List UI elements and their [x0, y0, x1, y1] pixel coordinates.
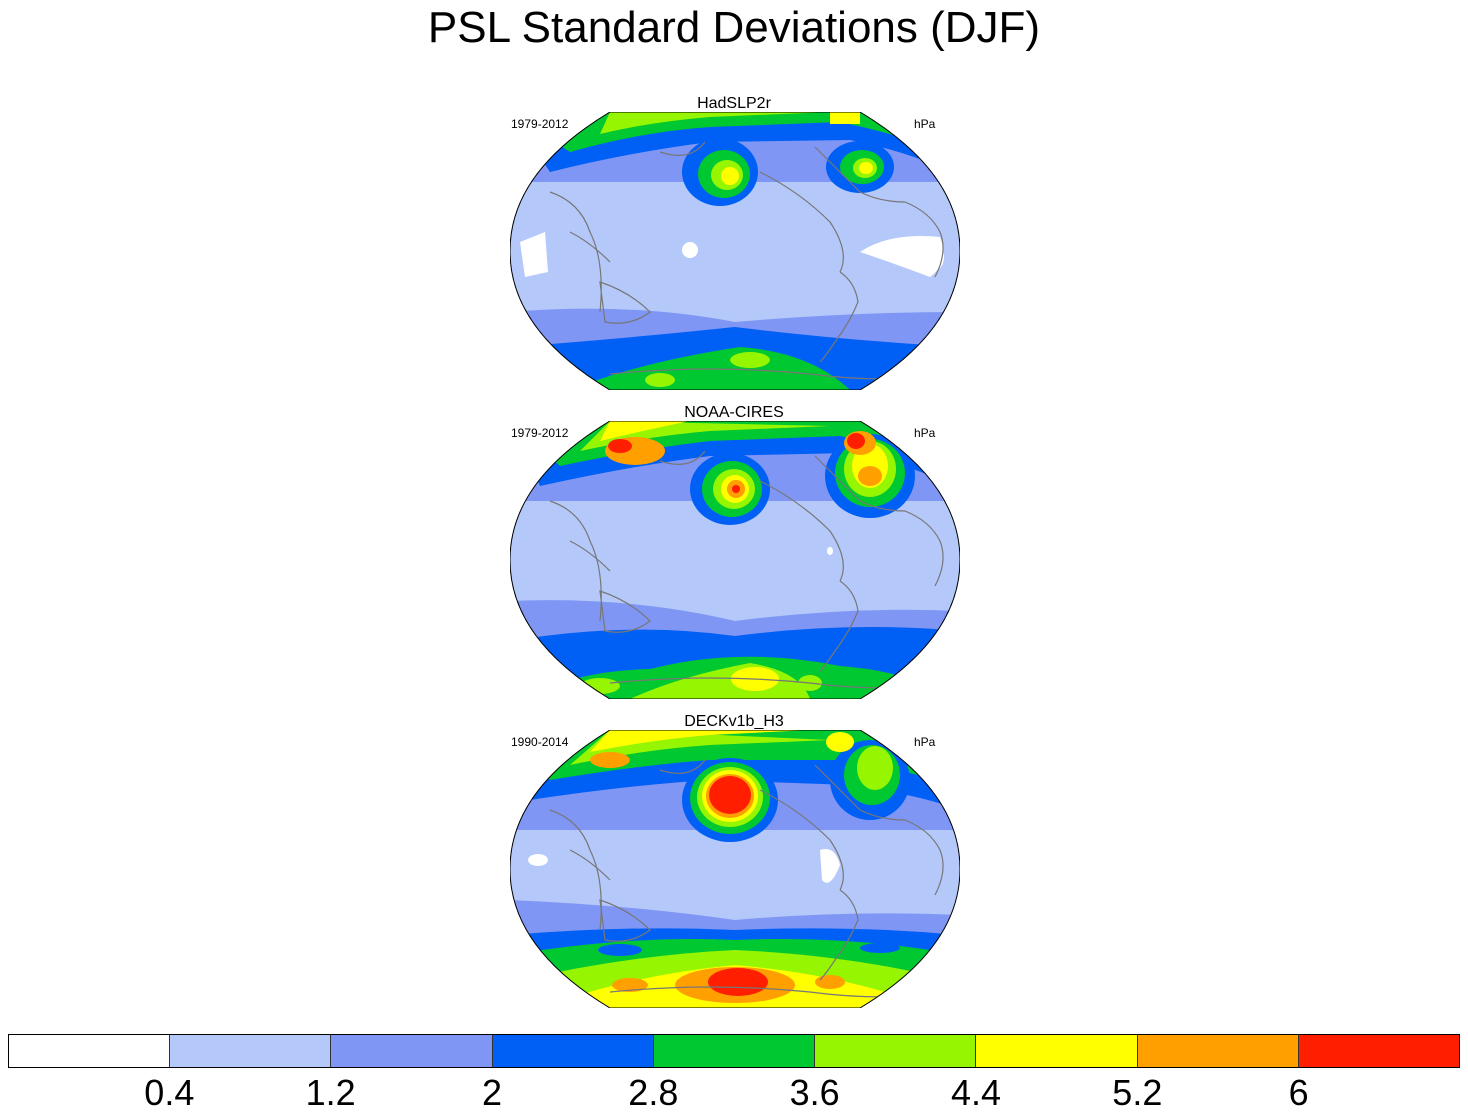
- colorbar-box-3: [492, 1035, 654, 1067]
- map-panel-deckv1b-h3: DECKv1b_H3 1990-2014 hPa: [500, 713, 968, 1013]
- colorbar-box-1: [170, 1035, 332, 1067]
- panel-units: hPa: [914, 735, 936, 749]
- map-plot: [510, 112, 960, 390]
- page-title: PSL Standard Deviations (DJF): [427, 3, 1041, 52]
- map-panel-hadslp2r: HadSLP2r 1979-2012 hPa: [500, 95, 968, 395]
- colorbar-label: 3.6: [789, 1072, 840, 1113]
- colorbar: [8, 1034, 1460, 1068]
- colorbar-box-7: [1137, 1035, 1299, 1067]
- colorbar-label: 2.8: [628, 1072, 679, 1113]
- colorbar-box-5: [815, 1035, 977, 1067]
- colorbar-box-4: [653, 1035, 816, 1067]
- map-plot: [510, 730, 960, 1008]
- colorbar-box-0: [9, 1035, 171, 1067]
- colorbar-label: 2: [481, 1072, 503, 1113]
- panel-period: 1979-2012: [511, 426, 569, 440]
- map-border: [510, 730, 960, 1008]
- panel-units: hPa: [914, 426, 936, 440]
- panel-period: 1979-2012: [511, 117, 569, 131]
- panel-title: HadSLP2r: [697, 95, 771, 112]
- map-panel-noaa-cires: NOAA-CIRES 1979-2012 hPa: [500, 404, 968, 704]
- colorbar-label: 0.4: [144, 1072, 195, 1113]
- map-border: [510, 421, 960, 699]
- colorbar-box-8: [1298, 1035, 1459, 1067]
- colorbar-label: 6: [1288, 1072, 1309, 1113]
- panel-period: 1990-2014: [511, 735, 569, 749]
- panel-title: NOAA-CIRES: [684, 404, 784, 421]
- colorbar-label: 1.2: [305, 1072, 356, 1113]
- panel-units: hPa: [914, 117, 936, 131]
- colorbar-box-2: [331, 1035, 493, 1067]
- map-border: [510, 112, 960, 390]
- colorbar-label: 5.2: [1112, 1072, 1163, 1113]
- panel-title: DECKv1b_H3: [684, 713, 784, 730]
- map-plot: [510, 421, 960, 699]
- colorbar-box-6: [976, 1035, 1138, 1067]
- colorbar-label: 4.4: [950, 1072, 1002, 1113]
